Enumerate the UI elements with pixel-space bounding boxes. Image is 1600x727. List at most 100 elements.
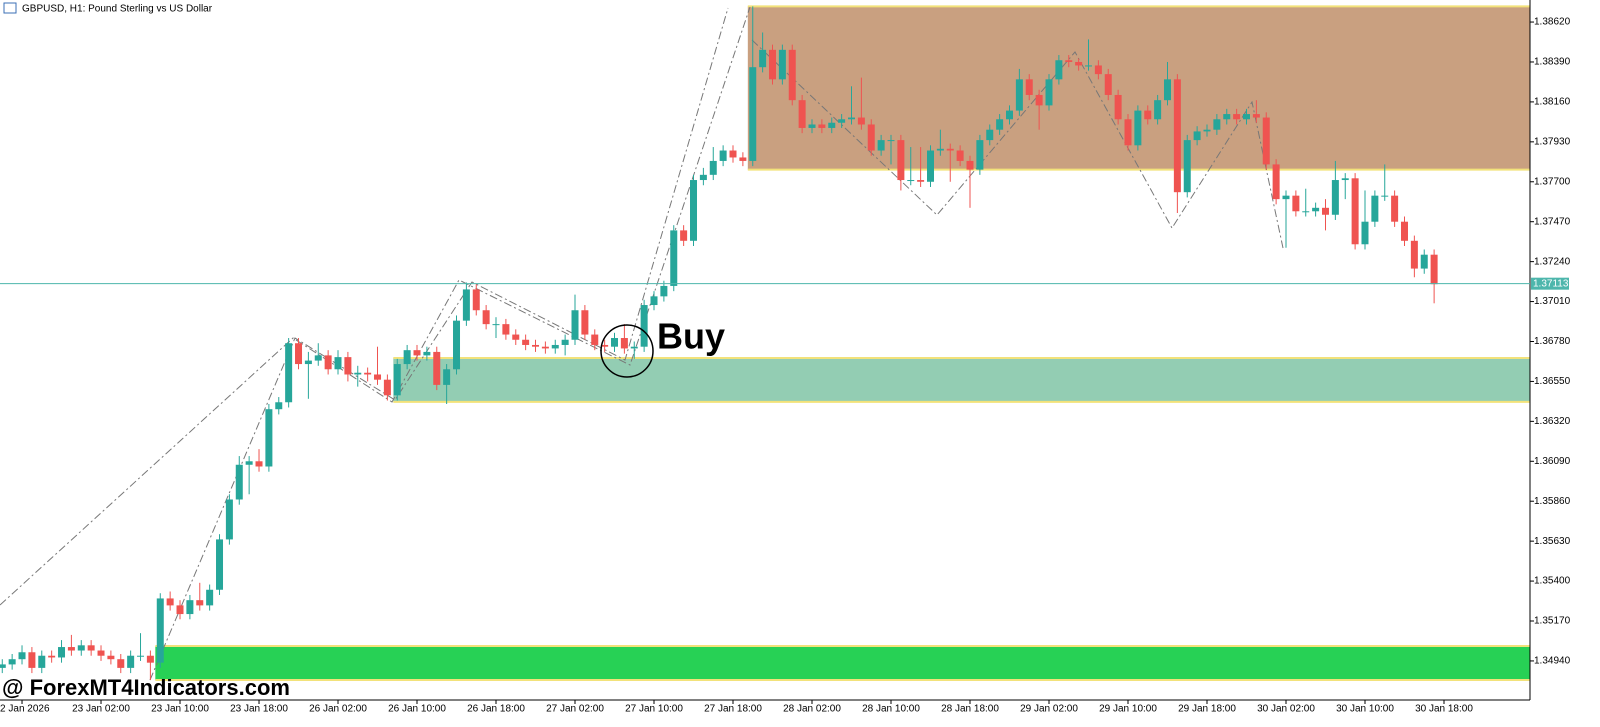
candle-body xyxy=(818,124,826,128)
candle-body xyxy=(620,338,628,349)
zigzag-lines xyxy=(0,6,1284,681)
chart-title: GBPUSD, H1: Pound Sterling vs US Dollar xyxy=(22,4,213,15)
candle-body xyxy=(936,148,944,151)
y-tick-label: 1.38390 xyxy=(1534,57,1571,68)
candle-body xyxy=(117,659,125,668)
candle-body xyxy=(877,140,885,151)
candle-body xyxy=(206,589,214,606)
candle-body xyxy=(1272,164,1280,200)
y-tick-label: 1.37010 xyxy=(1534,296,1571,307)
y-tick-label: 1.36090 xyxy=(1534,456,1571,467)
candle-body xyxy=(1302,211,1310,213)
candle-body xyxy=(235,464,243,500)
candle-body xyxy=(611,338,619,347)
candle-body xyxy=(1410,240,1418,269)
candle-body xyxy=(680,230,688,241)
candle-body xyxy=(295,343,303,365)
candle-body xyxy=(8,659,16,665)
x-tick-label: 30 Jan 10:00 xyxy=(1336,704,1394,715)
x-tick-label: 23 Jan 10:00 xyxy=(151,704,209,715)
candle-body xyxy=(532,344,540,347)
candle-body xyxy=(848,117,856,120)
candle-body xyxy=(1035,94,1043,106)
candle-body xyxy=(739,157,747,161)
candle-body xyxy=(354,372,362,375)
candle-body xyxy=(1391,195,1399,222)
candle-body xyxy=(166,598,174,606)
candle-body xyxy=(1065,60,1073,62)
candle-body xyxy=(897,140,905,181)
candle-body xyxy=(1094,65,1102,75)
y-tick-label: 1.34940 xyxy=(1534,656,1571,667)
candle-body xyxy=(87,645,95,651)
candle-body xyxy=(1252,114,1260,118)
candle-body xyxy=(492,324,500,326)
candle-body xyxy=(383,379,391,396)
zigzag xyxy=(0,6,751,606)
candle-body xyxy=(1361,221,1369,245)
candle-body xyxy=(393,364,401,396)
chart-icon xyxy=(3,2,17,14)
candle-body xyxy=(453,320,461,370)
candle-body xyxy=(512,334,520,340)
x-tick-label: 22 Jan 2026 xyxy=(0,704,50,715)
candle-body xyxy=(1025,79,1033,95)
candle-body xyxy=(225,499,233,540)
candle-body xyxy=(1015,79,1023,111)
x-tick-label: 27 Jan 18:00 xyxy=(704,704,762,715)
candle-body xyxy=(324,355,332,370)
candle-body xyxy=(1282,195,1290,200)
y-tick-label: 1.36320 xyxy=(1534,416,1571,427)
candle-body xyxy=(581,310,589,335)
candle-body xyxy=(1104,74,1112,95)
candle-body xyxy=(48,655,56,658)
candle-body xyxy=(67,647,75,651)
candle-body xyxy=(1154,100,1162,120)
candle-body xyxy=(956,150,964,161)
candle-body xyxy=(976,140,984,170)
candle-body xyxy=(1223,114,1231,120)
watermark: @ ForexMT4Indicators.com xyxy=(2,675,290,700)
candle-body xyxy=(1193,131,1201,141)
zigzag xyxy=(751,39,1284,249)
candle-body xyxy=(522,339,530,345)
candle-body xyxy=(788,49,796,101)
y-tick-label: 1.38620 xyxy=(1534,17,1571,28)
candle-body xyxy=(601,344,609,347)
candle-body xyxy=(838,119,846,123)
y-tick-label: 1.35170 xyxy=(1534,616,1571,627)
candle-body xyxy=(255,461,263,467)
candle-body xyxy=(146,655,154,663)
candle-body xyxy=(946,148,954,151)
candle-body xyxy=(275,402,283,410)
candle-body xyxy=(1312,207,1320,212)
candle-body xyxy=(1381,195,1389,197)
candle-body xyxy=(462,289,470,321)
candle-body xyxy=(304,360,312,365)
candle-body xyxy=(216,539,224,590)
candle-body xyxy=(729,150,737,158)
y-tick-label: 1.37700 xyxy=(1534,176,1571,187)
zigzag xyxy=(149,7,729,681)
x-tick-label: 29 Jan 02:00 xyxy=(1020,704,1078,715)
candle-body xyxy=(1124,119,1132,146)
candle-body xyxy=(561,339,569,345)
candle-body xyxy=(887,140,895,142)
candles xyxy=(0,6,1438,681)
candle-body xyxy=(1075,61,1083,66)
candle-body xyxy=(798,100,806,128)
y-tick-label: 1.37930 xyxy=(1534,136,1571,147)
candle-body xyxy=(1262,117,1270,165)
y-tick-label: 1.35630 xyxy=(1534,536,1571,547)
candle-body xyxy=(265,409,273,467)
candle-body xyxy=(443,369,451,385)
candle-body xyxy=(571,310,579,340)
candle-body xyxy=(482,310,490,325)
candle-body xyxy=(433,351,441,385)
candle-body xyxy=(285,343,293,403)
candle-body xyxy=(364,372,372,375)
candle-body xyxy=(907,180,915,182)
candle-body xyxy=(1055,60,1063,80)
candle-body xyxy=(857,117,865,125)
